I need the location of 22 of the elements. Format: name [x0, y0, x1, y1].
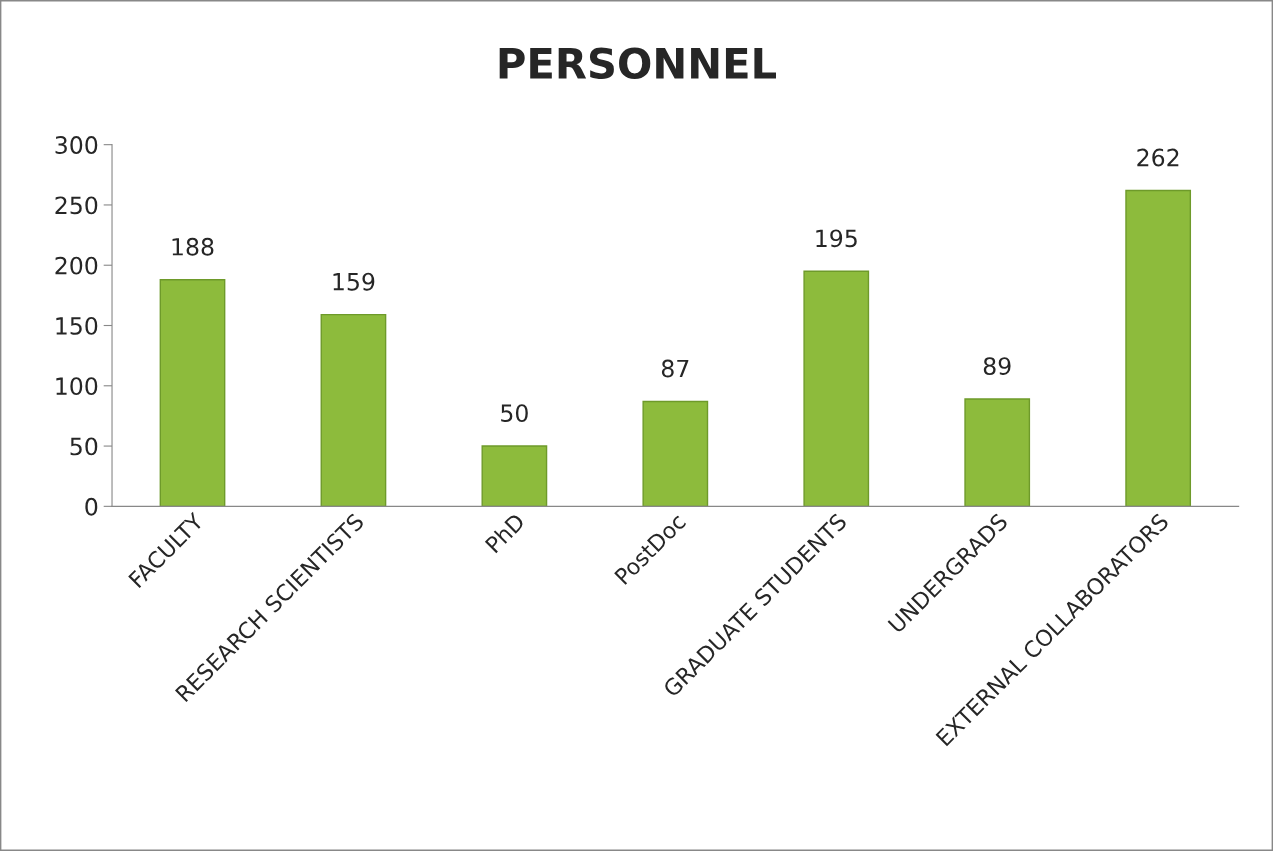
y-tick-label: 150	[56, 316, 98, 335]
bar	[642, 400, 709, 507]
chart-title: PERSONNEL	[499, 47, 776, 80]
data-label: 262	[1137, 148, 1179, 167]
data-label: 195	[816, 229, 857, 248]
bar	[481, 445, 548, 507]
bar	[1125, 189, 1192, 507]
bar	[159, 279, 226, 507]
bar	[320, 313, 387, 507]
y-tick-label: 200	[55, 256, 98, 275]
data-label: 188	[172, 237, 214, 256]
y-tick-label: 100	[56, 377, 98, 396]
y-tick-label: 300	[55, 136, 98, 154]
bar	[964, 398, 1031, 507]
y-tick-label: 50	[70, 437, 98, 456]
data-label: 89	[983, 357, 1011, 376]
data-label: 50	[501, 404, 528, 423]
y-tick-label: 0	[85, 497, 98, 516]
y-tick-label: 250	[55, 196, 98, 215]
data-label: 159	[333, 272, 375, 291]
data-label: 87	[661, 359, 689, 378]
bar	[803, 270, 870, 507]
